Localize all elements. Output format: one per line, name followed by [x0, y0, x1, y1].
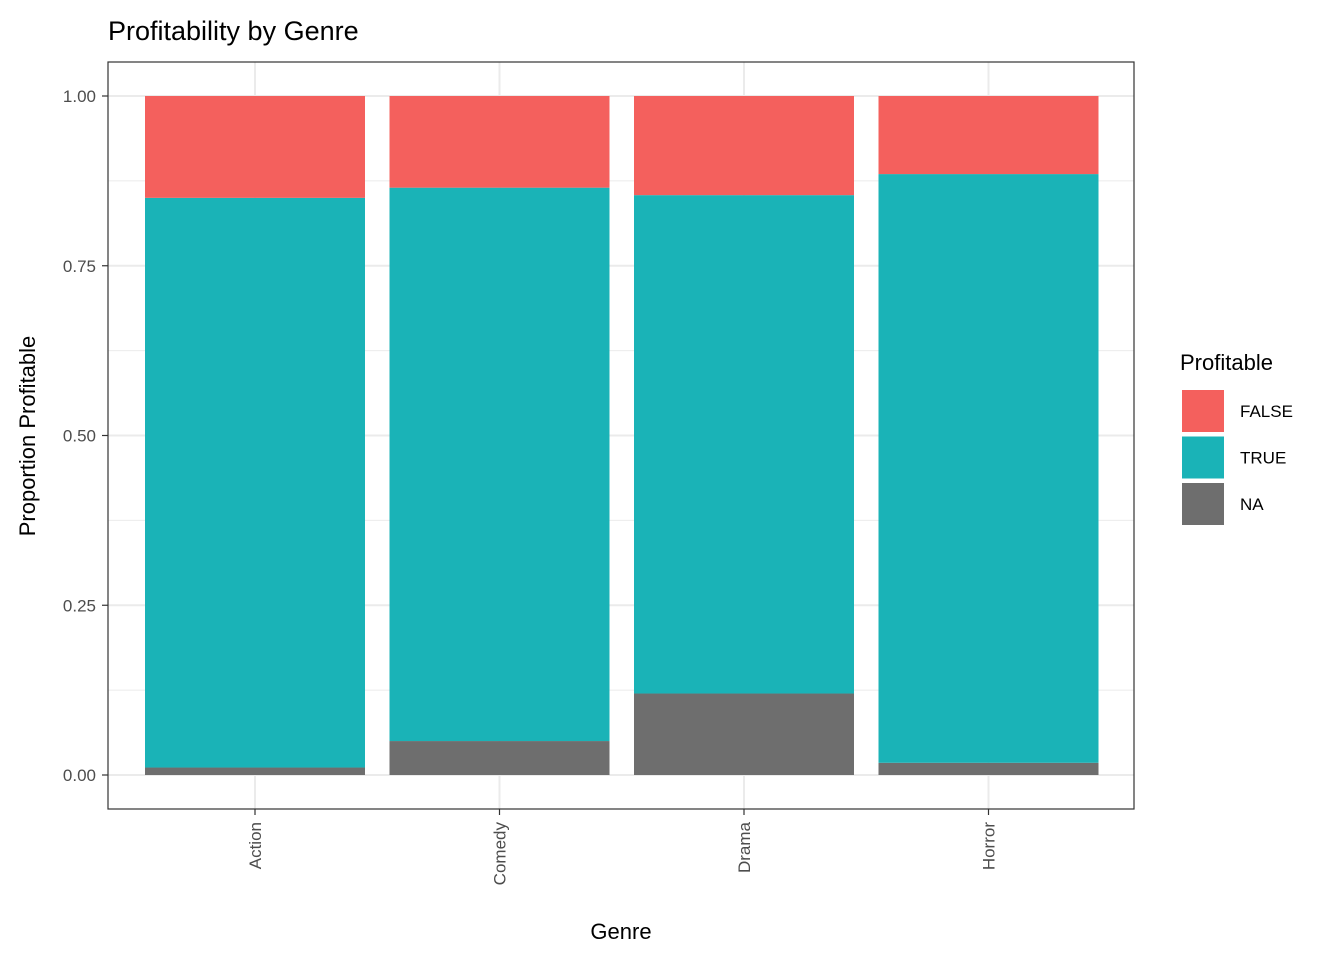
- legend: Profitable FALSE TRUE NA: [1180, 350, 1293, 525]
- bar-segment-horror-na: [878, 762, 1099, 775]
- legend-key-na: [1182, 483, 1224, 525]
- legend-key-false: [1182, 390, 1224, 432]
- y-tick-label: 0.50: [63, 427, 96, 446]
- legend-label-false: FALSE: [1240, 402, 1293, 421]
- y-tick-label: 0.25: [63, 596, 96, 615]
- x-axis-title: Genre: [590, 919, 651, 944]
- bar-segment-horror-true: [878, 174, 1099, 763]
- legend-title: Profitable: [1180, 350, 1273, 375]
- y-axis-title: Proportion Profitable: [15, 336, 40, 537]
- bar-segment-drama-na: [634, 693, 854, 775]
- x-axis: Action Comedy Drama Horror: [246, 809, 999, 885]
- bar-segment-comedy-false: [389, 96, 610, 188]
- y-tick-label: 0.75: [63, 257, 96, 276]
- y-axis: 0.00 0.25 0.50 0.75 1.00: [63, 87, 108, 785]
- bar-segment-action-false: [145, 96, 365, 198]
- bar-segment-comedy-na: [389, 741, 610, 775]
- y-tick-label: 0.00: [63, 766, 96, 785]
- y-tick-label: 1.00: [63, 87, 96, 106]
- chart-title: Profitability by Genre: [108, 16, 359, 46]
- bar-segment-comedy-true: [389, 187, 610, 742]
- x-tick-label: Comedy: [491, 822, 510, 886]
- legend-label-na: NA: [1240, 495, 1264, 514]
- bar-segment-action-true: [145, 197, 365, 768]
- bar-segment-drama-false: [634, 96, 854, 196]
- bars: [145, 96, 1099, 775]
- bar-segment-action-na: [145, 767, 365, 775]
- bar-segment-drama-true: [634, 195, 854, 694]
- x-tick-label: Drama: [735, 821, 754, 873]
- x-tick-label: Horror: [980, 822, 999, 871]
- legend-key-true: [1182, 436, 1224, 479]
- legend-items: FALSE TRUE NA: [1182, 390, 1293, 525]
- x-tick-label: Action: [246, 822, 265, 869]
- legend-label-true: TRUE: [1240, 449, 1286, 468]
- bar-segment-horror-false: [878, 96, 1099, 175]
